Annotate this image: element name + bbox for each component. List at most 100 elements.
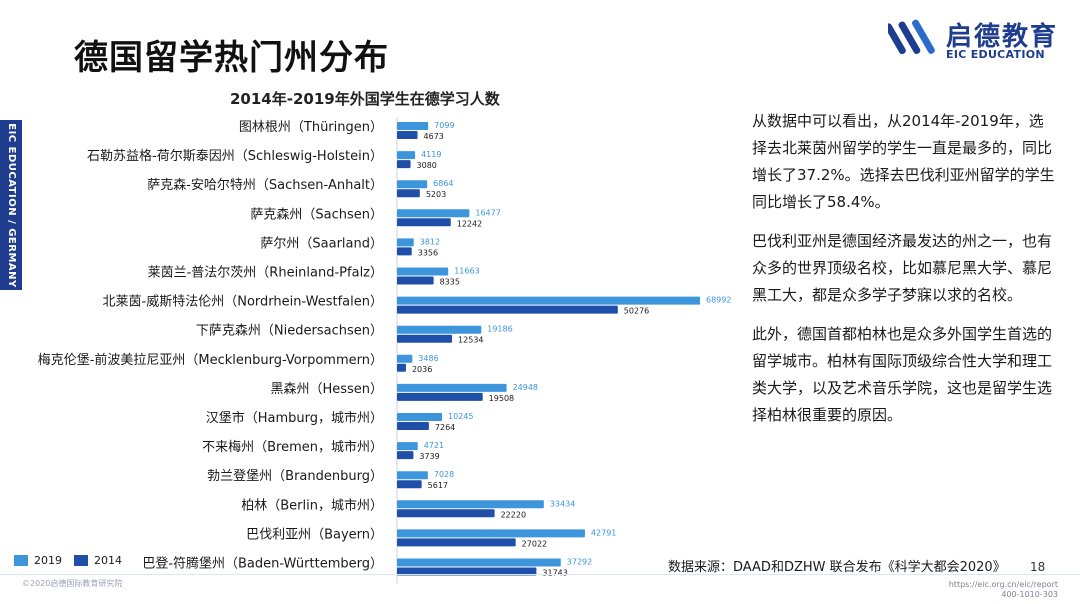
data-label-2019: 7099 [434, 121, 454, 130]
data-label-2014: 3739 [419, 452, 439, 461]
data-label-2014: 31743 [542, 569, 567, 578]
data-source: 数据来源：DAAD和DZHW 联合发布《科学大都会2020》 [668, 560, 1006, 575]
category-label: 勃兰登堡州（Brandenburg） [207, 468, 383, 484]
page-number: 18 [1030, 560, 1046, 574]
bar-2014 [397, 160, 411, 169]
category-label: 黑森州（Hessen） [270, 382, 383, 397]
data-label-2014: 5203 [426, 190, 446, 199]
bar-2014 [397, 451, 414, 460]
category-label: 萨克森州（Sachsen） [250, 207, 383, 222]
paragraph-1: 从数据中可以看出，从2014年-2019年，选择去北莱茵州留学的学生一直是最多的… [752, 112, 1055, 211]
bar-2014 [397, 131, 418, 139]
category-label: 北莱茵-威斯特法伦州（Nordrhein-Westfalen） [103, 295, 383, 310]
data-label-2014: 12534 [458, 336, 483, 345]
paragraph-3: 此外，德国首都柏林也是众多外国学生首选的留学城市。柏林有国际顶级综合性大学和理工… [752, 325, 1053, 424]
bar-2019 [397, 296, 700, 305]
category-label: 莱茵兰-普法尔茨州（Rheinland-Pfalz） [148, 266, 383, 281]
data-label-2014: 3356 [418, 248, 438, 257]
data-label-2019: 6864 [433, 179, 453, 188]
data-label-2014: 22220 [501, 510, 526, 519]
data-label-2019: 37292 [567, 558, 592, 567]
footer-contact: https://eic.org.cn/eic/report 400-1010-3… [946, 580, 1058, 600]
data-label-2019: 24948 [513, 383, 538, 392]
data-label-2019: 4721 [424, 441, 444, 450]
category-label: 柏林（Berlin，城市州） [241, 497, 383, 513]
category-label: 巴登-符腾堡州（Baden-Württemberg） [142, 556, 383, 572]
data-label-2014: 2036 [412, 365, 432, 374]
bar-2014 [397, 509, 495, 518]
bar-2019 [397, 325, 482, 334]
data-label-2019: 42791 [591, 528, 616, 537]
category-label: 石勒苏益格-荷尔斯泰因州（Schleswig-Holstein） [87, 148, 383, 164]
data-label-2014: 50276 [624, 307, 649, 316]
data-label-2019: 16477 [475, 208, 500, 217]
bar-2014 [397, 218, 451, 227]
bar-2019 [397, 558, 561, 567]
bar-2019 [397, 442, 418, 451]
data-label-2014: 12242 [457, 219, 482, 228]
chart-title: 2014年-2019年外国学生在德学习人数 [230, 90, 500, 108]
legend-item-2019: 2019 [14, 554, 62, 567]
brand-logo: 启德教育 EIC EDUCATION [888, 14, 1058, 64]
bar-2014 [397, 247, 412, 256]
bar-2014 [397, 363, 406, 372]
bar-2014 [397, 305, 618, 314]
category-label: 汉堡市（Hamburg，城市州） [206, 410, 383, 426]
bar-2014 [397, 334, 453, 343]
analysis-text: 从数据中可以看出，从2014年-2019年，选择去北莱茵州留学的学生一直是最多的… [752, 108, 1057, 441]
bar-2019 [397, 500, 544, 509]
bar-2019 [397, 529, 585, 538]
category-label: 不来梅州（Bremen，城市州） [202, 439, 383, 455]
legend-swatch-2014 [74, 554, 88, 566]
bar-2019 [397, 151, 416, 160]
footer-url: https://eic.org.cn/eic/report [948, 580, 1058, 589]
bar-2014 [397, 567, 537, 576]
data-label-2019: 4119 [421, 150, 441, 159]
chart-legend: 2019 2014 [14, 552, 134, 568]
legend-swatch-2019 [14, 554, 28, 566]
data-label-2014: 7264 [435, 423, 455, 432]
legend-label-2019: 2019 [34, 553, 62, 567]
bar-2014 [397, 189, 420, 198]
paragraph-2: 巴伐利亚州是德国经济最发达的州之一，也有众多的世界顶级名校，比如慕尼黑大学、慕尼… [752, 232, 1053, 304]
bar-2019 [397, 354, 413, 363]
bar-2019 [397, 180, 428, 189]
legend-label-2014: 2014 [94, 553, 122, 567]
data-label-2014: 19508 [489, 394, 514, 403]
data-label-2019: 3486 [418, 354, 438, 363]
bar-2014 [397, 422, 429, 430]
data-label-2014: 8335 [440, 278, 460, 287]
data-label-2019: 3812 [420, 237, 440, 246]
bar-2019 [397, 471, 428, 480]
page-title: 德国留学热门州分布 [74, 38, 389, 78]
logo-mark-icon [888, 19, 935, 55]
bar-2014 [397, 538, 516, 547]
bar-2014 [397, 480, 422, 489]
bar-2014 [397, 392, 483, 401]
bar-2019 [397, 267, 449, 276]
bar-2019 [397, 238, 414, 247]
data-label-2019: 19186 [487, 325, 512, 334]
logo-text-cn: 启德教育 [946, 22, 1059, 52]
bar-2019 [397, 122, 429, 130]
bar-2019 [397, 383, 507, 392]
data-label-2014: 4673 [424, 132, 444, 141]
side-strip: EIC EDUCATION / GERMANY [0, 120, 22, 290]
data-label-2019: 68992 [706, 296, 731, 305]
bar-chart: 图林根州（Thüringen） 7099 4673 石勒苏益格-荷尔斯泰因州（Schl… [38, 118, 731, 584]
data-label-2014: 5617 [428, 481, 448, 490]
data-label-2019: 33434 [550, 499, 575, 508]
category-label: 萨克森-安哈尔特州（Sachsen-Anhalt） [147, 178, 383, 193]
category-label: 巴伐利亚州（Bayern） [246, 527, 383, 542]
category-label: 萨尔州（Saarland） [260, 236, 383, 251]
data-label-2019: 7028 [434, 470, 454, 479]
legend-item-2014: 2014 [74, 554, 122, 567]
data-label-2014: 3080 [417, 161, 437, 170]
category-label: 梅克伦堡-前波美拉尼亚州（Mecklenburg-Vorpommern） [38, 352, 383, 368]
data-label-2014: 27022 [522, 539, 547, 548]
footer-phone: 400-1010-303 [1001, 590, 1058, 599]
bar-2019 [397, 413, 442, 421]
footer-divider [0, 574, 1080, 575]
category-label: 图林根州（Thüringen） [239, 120, 383, 135]
data-label-2019: 11663 [454, 267, 479, 276]
